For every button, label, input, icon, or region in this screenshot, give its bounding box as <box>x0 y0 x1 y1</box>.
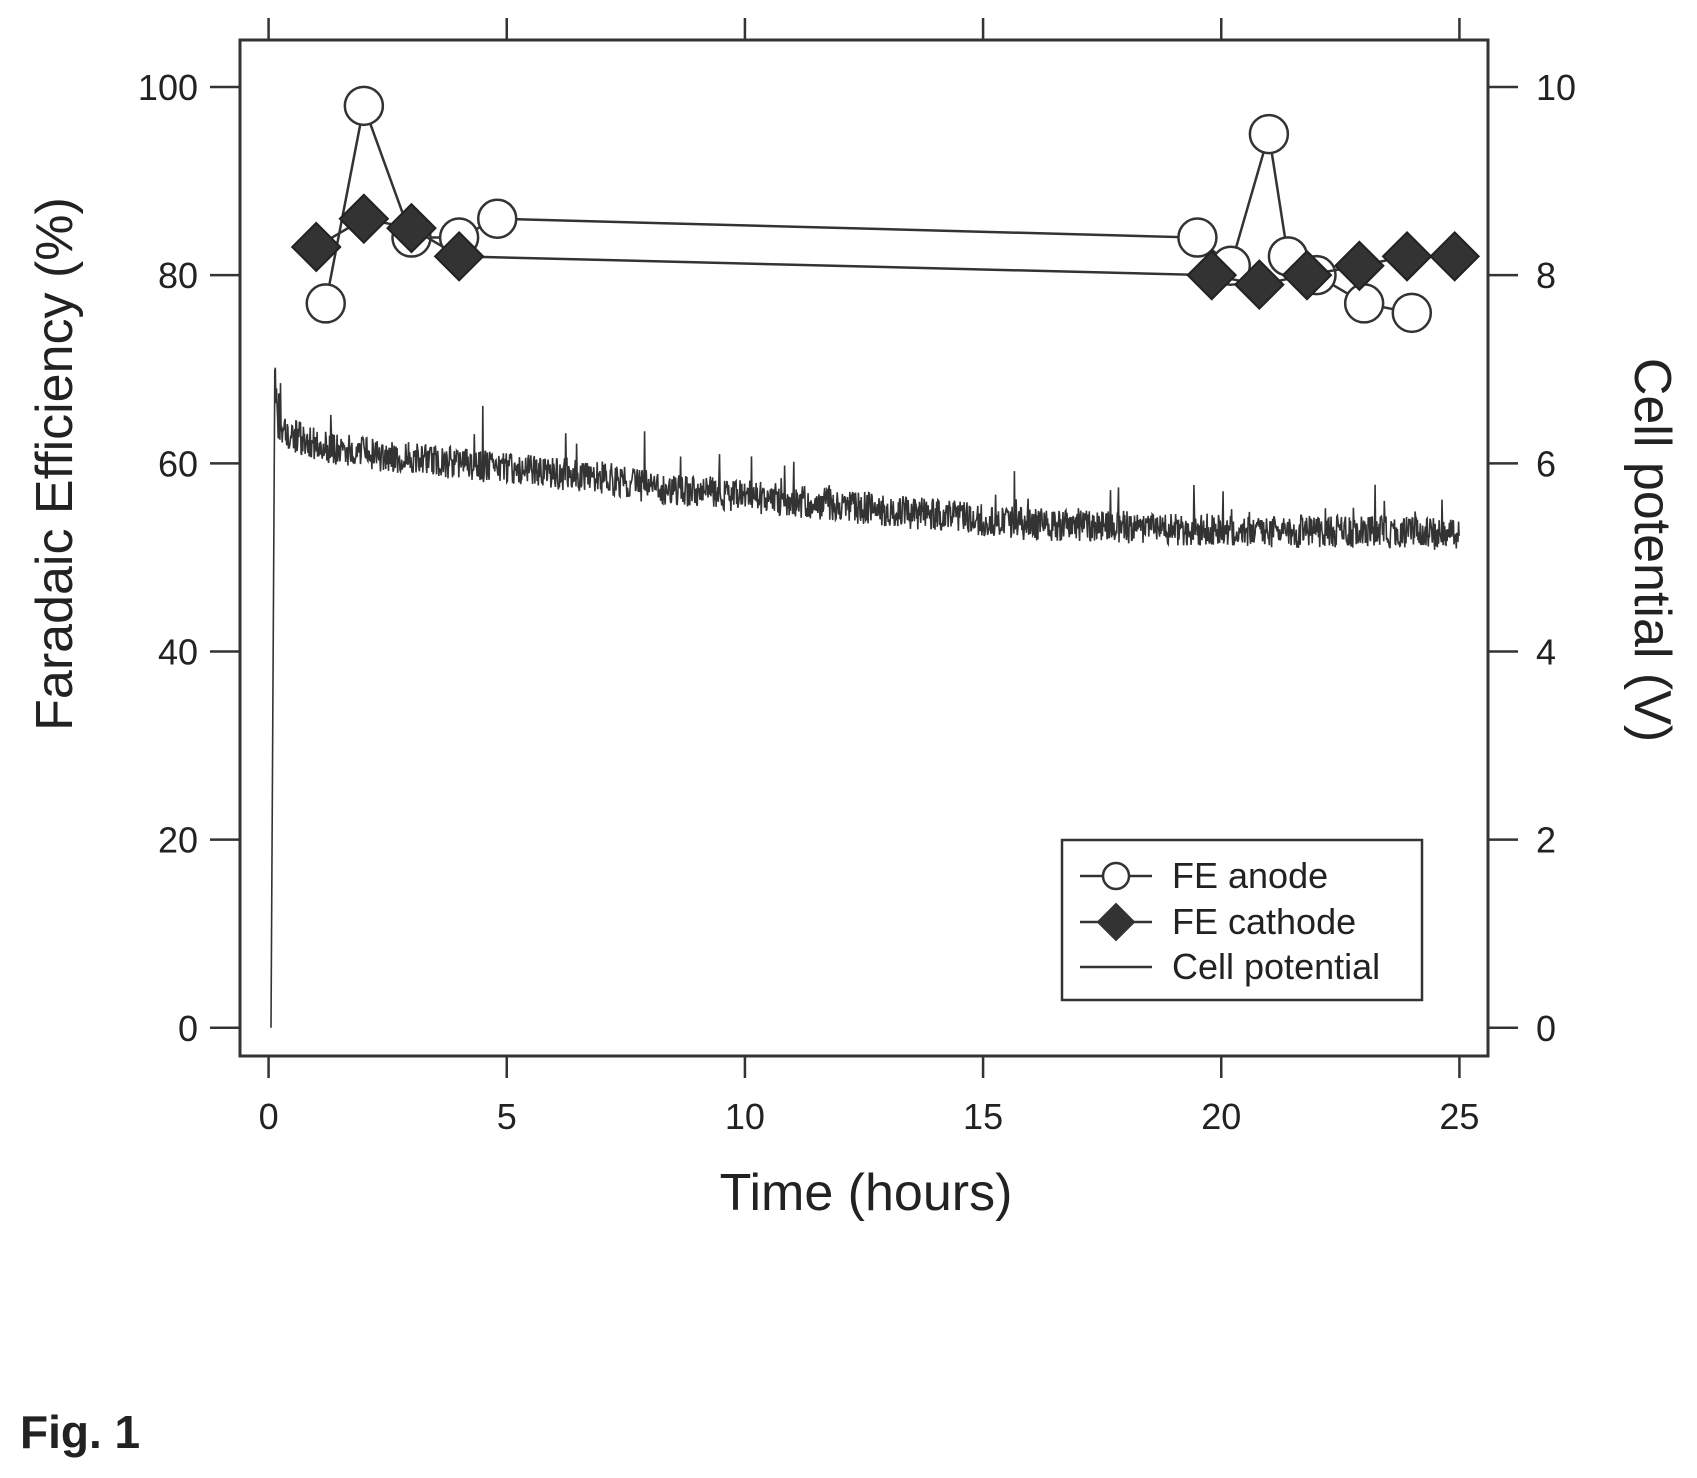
y2-axis-title: Cell potential (V) <box>1623 358 1681 742</box>
fe-anode-point <box>1391 292 1433 334</box>
legend-marker-anode <box>1101 861 1131 891</box>
fe-cathode-point <box>1186 249 1238 301</box>
fe-cathode-line <box>315 217 1455 286</box>
x-tick-label: 10 <box>725 1096 765 1137</box>
y2-tick-label: 2 <box>1536 820 1556 861</box>
cell-potential-series <box>270 367 1460 1028</box>
y-tick-label: 0 <box>178 1008 198 1049</box>
legend-label-potential: Cell potential <box>1172 946 1380 987</box>
fe-cathode-point <box>1281 249 1333 301</box>
legend-label-anode: FE anode <box>1172 855 1328 896</box>
fe-cathode-point <box>433 230 485 282</box>
y2-tick-label: 6 <box>1536 443 1556 484</box>
y-tick-label: 60 <box>158 443 198 484</box>
fe-cathode-point <box>338 193 390 245</box>
figure-label: Fig. 1 <box>20 1406 141 1458</box>
fe-anode-point <box>1343 283 1385 324</box>
x-tick-label: 5 <box>497 1096 517 1137</box>
y-tick-label: 20 <box>158 820 198 861</box>
y2-tick-label: 8 <box>1536 255 1556 296</box>
fe-anode-point <box>476 198 518 239</box>
y-tick-label: 100 <box>138 67 198 108</box>
x-tick-label: 25 <box>1439 1096 1479 1137</box>
y-tick-label: 40 <box>158 631 198 672</box>
x-axis-title: Time (hours) <box>720 1164 1013 1222</box>
plot-frame <box>238 38 1490 1058</box>
legend: FE anode FE cathode Cell potential <box>1060 838 1424 1002</box>
fe-cathode-series <box>290 193 1481 311</box>
fe-cathode-point <box>386 202 437 254</box>
fe-anode-point <box>1177 217 1218 258</box>
y-tick-label: 80 <box>158 255 198 296</box>
y2-tick-label: 0 <box>1536 1008 1556 1049</box>
y2-tick-label: 10 <box>1536 67 1576 108</box>
fe-anode-point <box>305 283 346 324</box>
fe-cathode-point <box>290 221 342 273</box>
fe-cathode-point <box>1233 259 1285 311</box>
fe-anode-point <box>1248 113 1290 155</box>
cell-potential-line <box>270 367 1460 1028</box>
y-axis-title: Faradaic Efficiency (%) <box>26 197 84 731</box>
axis-ticks: 0 5 10 15 20 25 0 20 40 60 80 100 0 2 4 6 8 10 <box>138 18 1576 1137</box>
x-tick-label: 0 <box>259 1096 279 1137</box>
legend-label-cathode: FE cathode <box>1172 901 1356 942</box>
fe-anode-point <box>343 85 385 127</box>
x-tick-label: 20 <box>1201 1096 1241 1137</box>
legend-marker-cathode <box>1096 902 1136 942</box>
y2-tick-label: 4 <box>1536 631 1556 672</box>
fe-cathode-point <box>1381 230 1433 282</box>
fe-cathode-point <box>1333 240 1385 292</box>
fe-cathode-point <box>1429 230 1481 282</box>
x-tick-label: 15 <box>963 1096 1003 1137</box>
